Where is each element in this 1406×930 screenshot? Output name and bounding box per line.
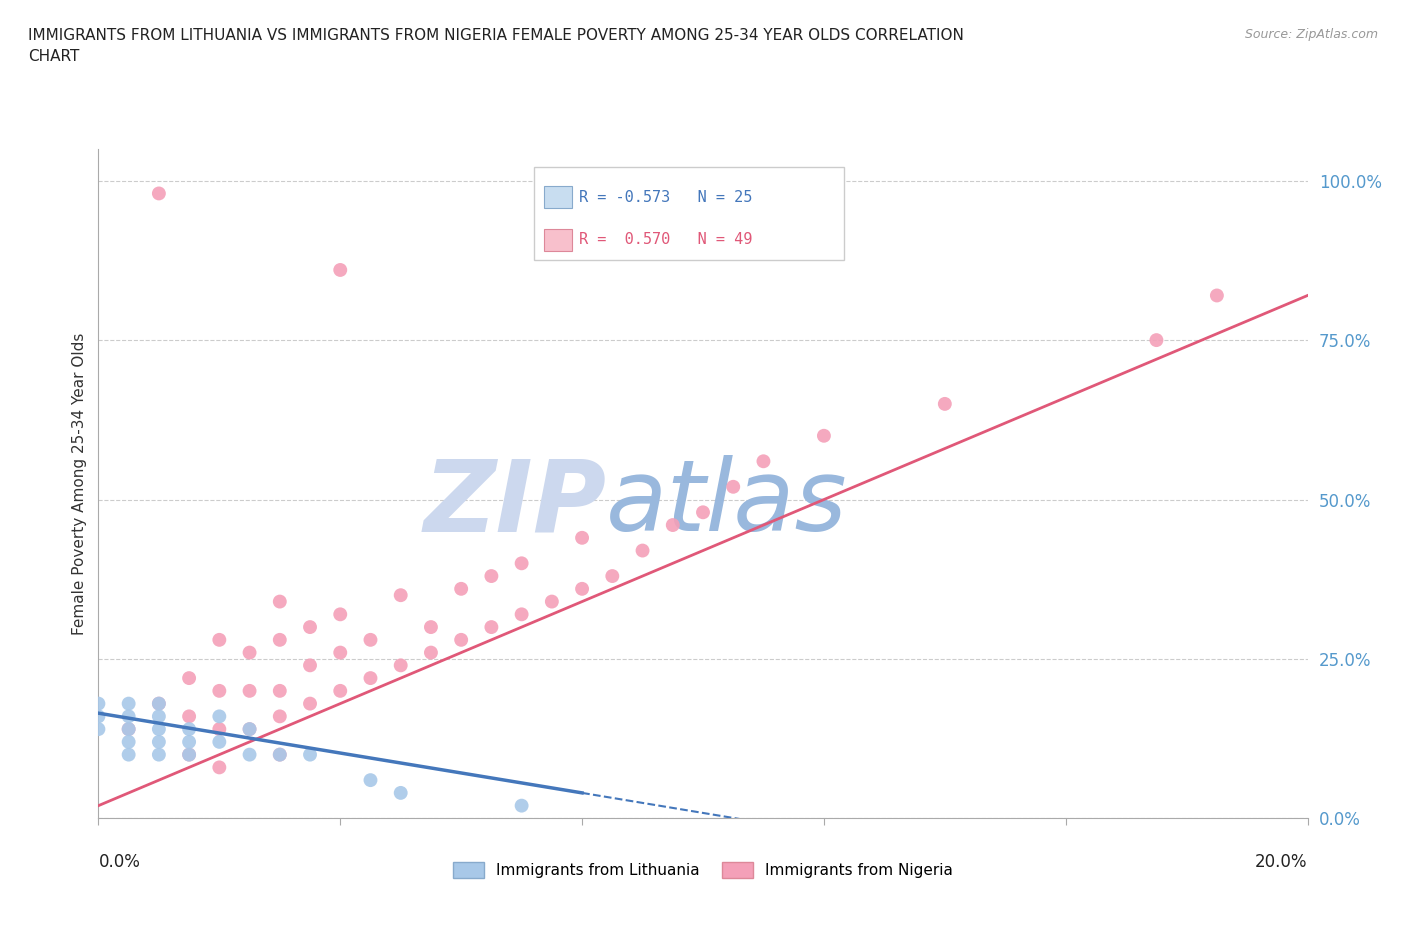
Point bbox=[118, 697, 141, 711]
Point bbox=[299, 619, 322, 634]
Point bbox=[329, 262, 352, 277]
Y-axis label: Female Poverty Among 25-34 Year Olds: Female Poverty Among 25-34 Year Olds bbox=[72, 332, 87, 635]
Point bbox=[661, 518, 683, 533]
Point bbox=[208, 709, 231, 724]
Point bbox=[148, 709, 170, 724]
Text: Source: ZipAtlas.com: Source: ZipAtlas.com bbox=[1244, 28, 1378, 41]
Point bbox=[571, 530, 593, 545]
Point bbox=[179, 735, 201, 750]
Point bbox=[299, 747, 322, 762]
Point bbox=[752, 454, 775, 469]
Point bbox=[179, 747, 201, 762]
Point bbox=[389, 658, 412, 672]
Point bbox=[148, 722, 170, 737]
Point bbox=[510, 607, 533, 622]
Point bbox=[813, 429, 835, 444]
Point bbox=[239, 722, 262, 737]
Point bbox=[934, 396, 956, 411]
Point bbox=[450, 581, 472, 596]
Legend: Immigrants from Lithuania, Immigrants from Nigeria: Immigrants from Lithuania, Immigrants fr… bbox=[447, 857, 959, 884]
Text: R = -0.573   N = 25: R = -0.573 N = 25 bbox=[579, 190, 752, 205]
Point bbox=[269, 747, 291, 762]
Point bbox=[87, 697, 110, 711]
Text: atlas: atlas bbox=[606, 455, 848, 552]
Point bbox=[299, 658, 322, 672]
Point bbox=[118, 709, 141, 724]
Point bbox=[179, 709, 201, 724]
Point bbox=[208, 632, 231, 647]
Point bbox=[692, 505, 714, 520]
Point bbox=[329, 607, 352, 622]
Point bbox=[87, 709, 110, 724]
Point bbox=[239, 645, 262, 660]
Point bbox=[208, 760, 231, 775]
Point bbox=[389, 786, 412, 801]
Point bbox=[179, 671, 201, 685]
Point bbox=[420, 619, 443, 634]
Text: R =  0.570   N = 49: R = 0.570 N = 49 bbox=[579, 232, 752, 247]
Point bbox=[540, 594, 562, 609]
Point bbox=[148, 186, 170, 201]
Point bbox=[360, 671, 382, 685]
Point bbox=[571, 581, 593, 596]
Point bbox=[208, 722, 231, 737]
Point bbox=[239, 684, 262, 698]
Point bbox=[87, 722, 110, 737]
Text: IMMIGRANTS FROM LITHUANIA VS IMMIGRANTS FROM NIGERIA FEMALE POVERTY AMONG 25-34 : IMMIGRANTS FROM LITHUANIA VS IMMIGRANTS … bbox=[28, 28, 965, 64]
Point bbox=[208, 684, 231, 698]
Point bbox=[389, 588, 412, 603]
Point bbox=[179, 722, 201, 737]
Point bbox=[179, 747, 201, 762]
Point bbox=[269, 709, 291, 724]
Point bbox=[420, 645, 443, 660]
Point bbox=[631, 543, 654, 558]
Point bbox=[118, 722, 141, 737]
Point bbox=[723, 479, 745, 494]
Text: 20.0%: 20.0% bbox=[1256, 854, 1308, 871]
Point bbox=[269, 632, 291, 647]
Point bbox=[208, 735, 231, 750]
Point bbox=[118, 747, 141, 762]
Point bbox=[450, 632, 472, 647]
Point bbox=[269, 594, 291, 609]
Point bbox=[602, 568, 624, 583]
Text: ZIP: ZIP bbox=[423, 455, 606, 552]
Text: 0.0%: 0.0% bbox=[98, 854, 141, 871]
Point bbox=[481, 568, 503, 583]
Point bbox=[1144, 333, 1167, 348]
Point bbox=[239, 722, 262, 737]
Point bbox=[239, 747, 262, 762]
Point bbox=[360, 632, 382, 647]
Point bbox=[360, 773, 382, 788]
Point bbox=[1206, 288, 1229, 303]
Point bbox=[148, 735, 170, 750]
Point bbox=[299, 697, 322, 711]
Point bbox=[510, 798, 533, 813]
Point bbox=[329, 684, 352, 698]
Point bbox=[118, 722, 141, 737]
Point bbox=[269, 747, 291, 762]
Point bbox=[269, 684, 291, 698]
Point bbox=[329, 645, 352, 660]
Point bbox=[148, 697, 170, 711]
Point bbox=[510, 556, 533, 571]
Point bbox=[148, 697, 170, 711]
Point bbox=[148, 747, 170, 762]
Point bbox=[118, 735, 141, 750]
Point bbox=[481, 619, 503, 634]
